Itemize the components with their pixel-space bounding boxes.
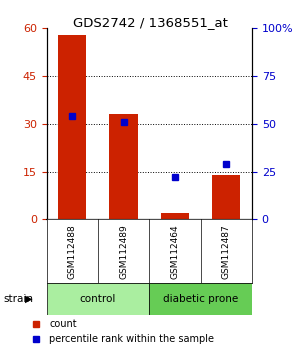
Text: control: control <box>80 294 116 304</box>
Bar <box>58 35 86 219</box>
Bar <box>110 114 138 219</box>
Text: GDS2742 / 1368551_at: GDS2742 / 1368551_at <box>73 16 227 29</box>
Bar <box>46 283 149 315</box>
Text: count: count <box>49 319 77 329</box>
Text: GSM112464: GSM112464 <box>170 224 179 279</box>
Text: diabetic prone: diabetic prone <box>163 294 238 304</box>
Text: ▶: ▶ <box>25 294 32 304</box>
Bar <box>212 175 240 219</box>
Text: GSM112489: GSM112489 <box>119 224 128 279</box>
Text: GSM112488: GSM112488 <box>68 224 77 279</box>
Bar <box>161 213 189 219</box>
Text: percentile rank within the sample: percentile rank within the sample <box>49 335 214 344</box>
Text: strain: strain <box>3 294 33 304</box>
Text: GSM112487: GSM112487 <box>222 224 231 279</box>
Bar <box>149 283 252 315</box>
